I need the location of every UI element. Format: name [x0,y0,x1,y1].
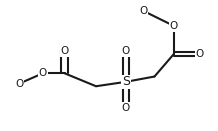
Text: O: O [170,21,178,31]
Text: O: O [196,49,204,59]
Text: O: O [122,46,130,56]
Text: O: O [140,6,148,16]
Text: O: O [15,79,23,89]
Text: O: O [122,103,130,113]
Text: O: O [60,46,69,56]
Text: O: O [39,68,47,78]
Text: S: S [122,75,130,88]
